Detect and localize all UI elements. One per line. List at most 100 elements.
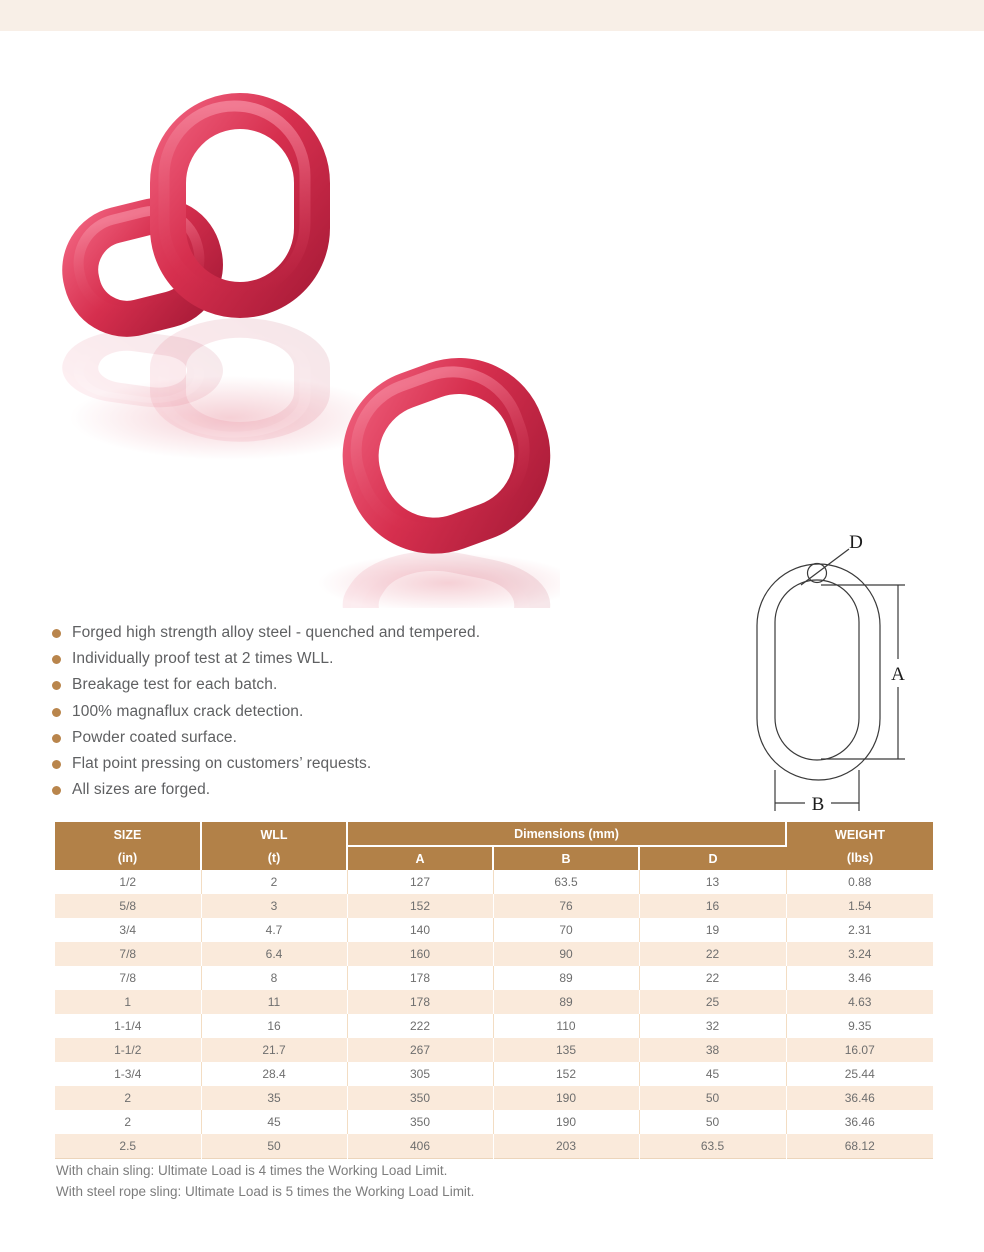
table-cell: 7/8 [55, 942, 202, 966]
table-cell: 16.07 [786, 1038, 934, 1062]
table-cell: 267 [347, 1038, 494, 1062]
col-header-dimensions: Dimensions (mm) [347, 822, 788, 847]
bullet-icon [52, 629, 61, 639]
feature-text: All sizes are forged. [72, 781, 211, 799]
feature-item: Breakage test for each batch. [52, 672, 612, 698]
red-link-right [342, 357, 551, 554]
spec-table: SIZE (in) WLL (t) Dimensions (mm) WEIGHT… [55, 822, 934, 1159]
table-cell: 16 [201, 1014, 348, 1038]
features-list: Forged high strength alloy steel - quenc… [52, 620, 612, 803]
table-cell: 222 [347, 1014, 494, 1038]
feature-item: Individually proof test at 2 times WLL. [52, 646, 612, 672]
table-row: 2.5 50 406 203 63.5 68.12 [55, 1134, 934, 1158]
table-cell: 11 [201, 990, 348, 1014]
table-cell: 203 [493, 1134, 640, 1158]
table-cell: 36.46 [786, 1086, 934, 1110]
table-cell: 90 [493, 942, 640, 966]
table-row: 1/2 2 127 63.5 13 0.88 [55, 870, 934, 894]
table-cell: 7/8 [55, 966, 202, 990]
table-cell: 36.46 [786, 1110, 934, 1134]
table-row: 7/8 6.4 160 90 22 3.24 [55, 942, 934, 966]
table-cell: 6.4 [201, 942, 348, 966]
wll-label: WLL [260, 827, 288, 842]
table-cell: 19 [639, 918, 787, 942]
red-link-left [62, 197, 223, 337]
table-cell: 50 [639, 1110, 787, 1134]
table-cell: 190 [493, 1110, 640, 1134]
table-cell: 9.35 [786, 1014, 934, 1038]
table-cell: 21.7 [201, 1038, 348, 1062]
size-label: SIZE [113, 827, 142, 842]
table-cell: 25 [639, 990, 787, 1014]
feature-item: Powder coated surface. [52, 725, 612, 751]
table-cell: 89 [493, 966, 640, 990]
table-cell: 22 [639, 942, 787, 966]
table-cell: 3 [201, 894, 348, 918]
table-cell: 5/8 [55, 894, 202, 918]
col-header-dim-b: B [493, 846, 640, 870]
weight-label: WEIGHT [835, 827, 886, 842]
table-cell: 1-1/4 [55, 1014, 202, 1038]
table-cell: 178 [347, 966, 494, 990]
spec-table-header: SIZE (in) WLL (t) Dimensions (mm) WEIGHT… [55, 822, 934, 870]
table-cell: 25.44 [786, 1062, 934, 1086]
top-band [0, 0, 984, 31]
table-cell: 70 [493, 918, 640, 942]
table-cell: 68.12 [786, 1134, 934, 1158]
table-row: 2 35 350 190 50 36.46 [55, 1086, 934, 1110]
table-cell: 3.46 [786, 966, 934, 990]
feature-text: Flat point pressing on customers’ reques… [72, 755, 372, 773]
table-cell: 110 [493, 1014, 640, 1038]
table-cell: 8 [201, 966, 348, 990]
note-rope-sling: With steel rope sling: Ultimate Load is … [56, 1184, 475, 1199]
table-cell: 45 [639, 1062, 787, 1086]
table-row: 2 45 350 190 50 36.46 [55, 1110, 934, 1134]
table-cell: 50 [201, 1134, 348, 1158]
d-section-circle [806, 562, 828, 584]
diagram-label-a: A [891, 664, 905, 685]
table-cell: 1/2 [55, 870, 202, 894]
table-cell: 127 [347, 870, 494, 894]
table-cell: 89 [493, 990, 640, 1014]
bullet-icon [52, 733, 61, 743]
table-cell: 22 [639, 966, 787, 990]
table-row: 5/8 3 152 76 16 1.54 [55, 894, 934, 918]
spec-table-body: 1/2 2 127 63.5 13 0.88 5/8 3 152 76 16 1.54 3/4 4.7 14… [55, 870, 934, 1158]
bullet-icon [52, 760, 61, 770]
table-row: 1-1/2 21.7 267 135 38 16.07 [55, 1038, 934, 1062]
table-cell: 2 [201, 870, 348, 894]
col-header-weight: WEIGHT (lbs) [786, 822, 934, 870]
table-cell: 45 [201, 1110, 348, 1134]
table-cell: 13 [639, 870, 787, 894]
diagram-label-d: D [849, 532, 863, 553]
feature-item: All sizes are forged. [52, 777, 612, 803]
table-cell: 63.5 [493, 870, 640, 894]
table-cell: 2.31 [786, 918, 934, 942]
feature-text: Individually proof test at 2 times WLL. [72, 650, 334, 668]
feature-text: Breakage test for each batch. [72, 676, 278, 694]
link-inner-outline [774, 579, 860, 761]
table-cell: 28.4 [201, 1062, 348, 1086]
table-cell: 76 [493, 894, 640, 918]
feature-text: Powder coated surface. [72, 728, 238, 746]
table-cell: 1.54 [786, 894, 934, 918]
table-row: 7/8 8 178 89 22 3.46 [55, 966, 934, 990]
bullet-icon [52, 786, 61, 796]
table-cell: 35 [201, 1086, 348, 1110]
table-cell: 135 [493, 1038, 640, 1062]
col-header-dim-d: D [639, 846, 787, 870]
product-photo [40, 93, 560, 608]
table-cell: 350 [347, 1086, 494, 1110]
table-cell: 190 [493, 1086, 640, 1110]
table-cell: 160 [347, 942, 494, 966]
reflection-left [69, 335, 215, 406]
table-cell: 3/4 [55, 918, 202, 942]
table-cell: 38 [639, 1038, 787, 1062]
feature-item: Forged high strength alloy steel - quenc… [52, 620, 612, 646]
table-row: 1-1/4 16 222 110 32 9.35 [55, 1014, 934, 1038]
diagram-label-b: B [812, 794, 825, 815]
bullet-icon [52, 655, 61, 665]
table-row: 3/4 4.7 140 70 19 2.31 [55, 918, 934, 942]
table-cell: 2 [55, 1110, 202, 1134]
